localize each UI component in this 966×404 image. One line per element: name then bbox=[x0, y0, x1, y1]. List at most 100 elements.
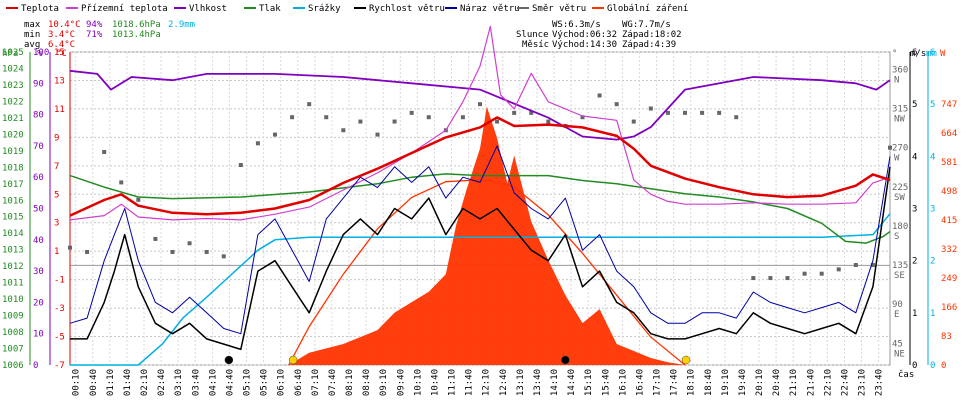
tick-radiation: 664 bbox=[941, 129, 957, 139]
tick-pressure: 1011 bbox=[2, 279, 24, 289]
tick-temperature: 15 bbox=[54, 48, 65, 58]
tick-radiation: 249 bbox=[941, 274, 957, 284]
tick-temperature: 7 bbox=[54, 162, 59, 172]
wind-dir-point bbox=[631, 119, 636, 124]
tick-radiation: 747 bbox=[941, 100, 957, 110]
tick-rain: 4 bbox=[930, 152, 935, 162]
tick-time: 10:10 bbox=[413, 369, 423, 396]
sunrise-time: Východ:06:32 bbox=[552, 30, 617, 40]
moonrise-time: Východ:14:30 bbox=[552, 40, 617, 50]
tick-temperature: 13 bbox=[54, 76, 65, 86]
series-humidity bbox=[69, 69, 891, 141]
wind-dir-point bbox=[683, 110, 687, 115]
stat-value: 3.4°C bbox=[48, 30, 75, 40]
tick-radiation: 498 bbox=[941, 187, 957, 197]
stat-value: max bbox=[24, 20, 41, 30]
tick-wind-dir: 360 bbox=[892, 65, 908, 75]
tick-wind-dir: 225 bbox=[892, 183, 908, 193]
tick-time: 06:10 bbox=[277, 369, 287, 396]
legend-label: Přízemní teplota bbox=[81, 4, 168, 14]
tick-time: 19:40 bbox=[738, 369, 748, 396]
tick-time: 02:40 bbox=[157, 369, 167, 396]
wind-dir-point bbox=[358, 119, 363, 124]
tick-humidity: 20 bbox=[33, 298, 44, 308]
tick-time: 13:10 bbox=[516, 369, 526, 396]
series-wind-speed bbox=[70, 166, 891, 351]
series-clear-sky-curve bbox=[288, 179, 686, 366]
tick-humidity: 90 bbox=[33, 79, 44, 89]
axis-unit-degc: °C bbox=[56, 49, 67, 59]
tick-wind-dir-label: W bbox=[894, 154, 900, 164]
tick-wind: 4 bbox=[912, 152, 917, 162]
tick-time: 15:10 bbox=[584, 369, 594, 396]
tick-pressure: 1013 bbox=[2, 246, 24, 256]
wind-dir-point bbox=[819, 271, 824, 276]
wind-dir-point bbox=[665, 110, 670, 115]
tick-humidity: 60 bbox=[33, 173, 44, 183]
wind-dir-point bbox=[614, 102, 619, 107]
marker-moonset bbox=[224, 355, 234, 365]
tick-rain: 6 bbox=[930, 48, 935, 58]
tick-rain: 1 bbox=[930, 309, 935, 319]
tick-time: 07:10 bbox=[311, 369, 321, 396]
tick-temperature: -7 bbox=[54, 361, 65, 371]
tick-pressure: 1014 bbox=[2, 229, 24, 239]
stat-value: 94% bbox=[86, 20, 103, 30]
series-ground-temp bbox=[69, 25, 891, 221]
wind-dir-point bbox=[478, 102, 482, 107]
marker-sunrise bbox=[288, 355, 298, 365]
tick-time: 12:10 bbox=[482, 369, 492, 396]
wind-dir-point bbox=[324, 115, 329, 120]
tick-wind-dir-label: SW bbox=[894, 193, 905, 203]
wind-dir-point bbox=[204, 249, 209, 254]
tick-time: 08:40 bbox=[362, 369, 372, 396]
tick-time: 08:10 bbox=[345, 369, 355, 396]
tick-wind-dir-label: SE bbox=[894, 271, 905, 281]
marker-sunset bbox=[681, 355, 691, 365]
tick-temperature: -5 bbox=[54, 333, 65, 343]
wind-dir-point bbox=[119, 180, 124, 185]
wind-dir-point bbox=[136, 197, 141, 202]
wind-dir-point bbox=[221, 254, 226, 259]
stat-value: 6.4°C bbox=[48, 40, 75, 50]
tick-time: 21:40 bbox=[806, 369, 816, 396]
wind-dir-point bbox=[836, 267, 841, 272]
tick-rain: 3 bbox=[930, 205, 935, 215]
tick-pressure: 1023 bbox=[2, 81, 24, 91]
tick-time: 00:40 bbox=[89, 369, 99, 396]
wind-dir-point bbox=[153, 236, 158, 241]
tick-time: 04:40 bbox=[225, 369, 235, 396]
tick-temperature: 5 bbox=[54, 190, 59, 200]
legend-label: Vlhkost bbox=[189, 4, 227, 14]
tick-humidity: 0 bbox=[33, 361, 38, 371]
wind-dir-point bbox=[85, 249, 90, 254]
tick-pressure: 1012 bbox=[2, 262, 24, 272]
tick-pressure: 1019 bbox=[2, 147, 24, 157]
tick-humidity: 10 bbox=[33, 330, 44, 340]
tick-time: 18:40 bbox=[704, 369, 714, 396]
tick-humidity: 30 bbox=[33, 267, 44, 277]
tick-pressure: 1010 bbox=[2, 295, 24, 305]
tick-wind: 2 bbox=[912, 257, 917, 267]
tick-time: 14:40 bbox=[567, 369, 577, 396]
tick-time: 09:40 bbox=[396, 369, 406, 396]
tick-radiation: 581 bbox=[941, 158, 957, 168]
tick-time: 05:10 bbox=[243, 369, 253, 396]
wind-dir-point bbox=[460, 115, 465, 120]
tick-time: 17:40 bbox=[670, 369, 680, 396]
stat-value: 1013.4hPa bbox=[112, 30, 161, 40]
wind-dir-point bbox=[68, 245, 72, 250]
wind-dir-point bbox=[888, 145, 892, 150]
tick-time: 01:40 bbox=[123, 369, 133, 396]
tick-wind: 3 bbox=[912, 205, 917, 215]
tick-rain: 0 bbox=[930, 361, 935, 371]
series-radiation-area bbox=[288, 106, 685, 365]
tick-pressure: 1021 bbox=[2, 114, 24, 124]
tick-time: 23:40 bbox=[875, 369, 885, 396]
stat-value: avg bbox=[24, 40, 40, 50]
tick-radiation: 0 bbox=[941, 361, 946, 371]
wind-dir-point bbox=[307, 102, 312, 107]
wind-gust-avg: WG:7.7m/s bbox=[622, 20, 671, 30]
tick-temperature: 9 bbox=[54, 133, 59, 143]
